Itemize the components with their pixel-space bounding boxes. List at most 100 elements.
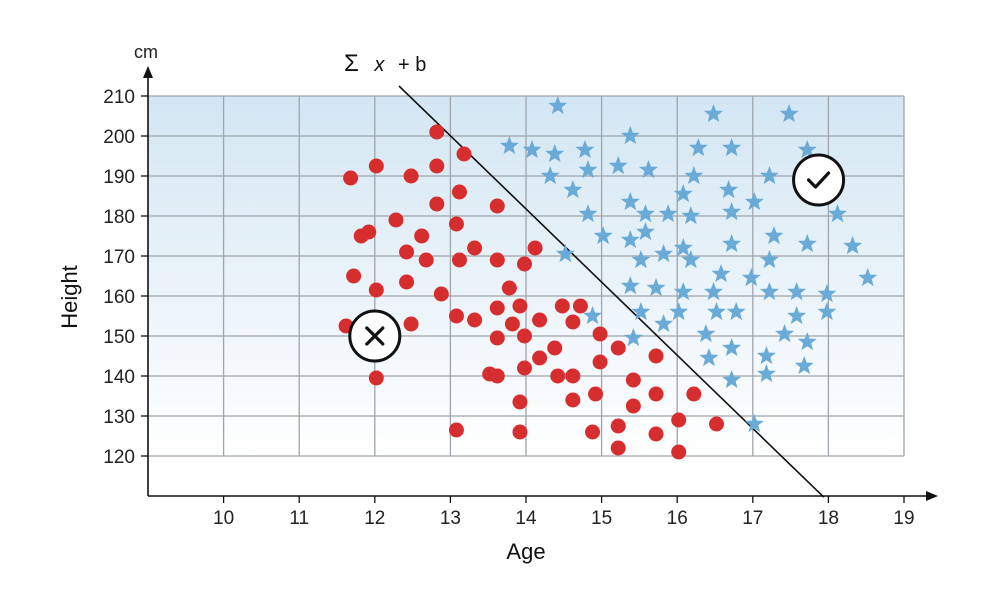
data-point-dot	[572, 298, 588, 314]
check-stroke	[806, 171, 831, 189]
data-point-dot	[399, 244, 415, 260]
data-point-dot	[585, 424, 601, 440]
data-point-star	[593, 226, 613, 245]
data-point-star	[696, 324, 716, 343]
data-point-dot	[516, 256, 532, 272]
data-point-dot	[448, 308, 464, 324]
y-axis-title: Height	[57, 265, 82, 329]
data-point-star	[726, 302, 746, 321]
data-point-star	[722, 234, 742, 253]
y-tick-label: 130	[103, 407, 135, 428]
y-tick-label: 200	[103, 127, 135, 148]
marker-circle	[792, 153, 846, 207]
data-point-dot	[532, 312, 548, 328]
data-point-star	[575, 140, 595, 159]
data-point-star	[681, 206, 701, 225]
data-point-star	[620, 230, 640, 249]
data-point-dot	[625, 398, 641, 414]
data-point-star	[756, 346, 776, 365]
data-point-star	[540, 166, 560, 185]
data-point-dot	[554, 298, 570, 314]
data-point-star	[548, 96, 568, 115]
formula-variable: x	[373, 54, 385, 76]
data-point-star	[797, 234, 817, 253]
data-point-star	[759, 282, 779, 301]
formula-bias: + b	[398, 54, 426, 76]
y-tick-label: 190	[103, 167, 135, 188]
x-tick-label: 10	[213, 508, 234, 529]
x-tick-label: 14	[515, 508, 537, 529]
data-point-dot	[489, 300, 505, 316]
data-point-dot	[414, 228, 430, 244]
data-point-star	[797, 332, 817, 351]
data-point-star	[608, 156, 628, 175]
data-point-dot	[625, 372, 641, 388]
data-point-dot	[403, 316, 419, 332]
data-point-dot	[648, 348, 664, 364]
data-point-star	[638, 160, 658, 179]
data-point-dot	[448, 422, 464, 438]
data-point-dot	[527, 240, 543, 256]
data-point-dot	[429, 124, 445, 140]
x-axis-title: Age	[506, 539, 545, 564]
data-point-star	[620, 276, 640, 295]
data-point-star	[764, 226, 784, 245]
x-tick-label: 11	[289, 508, 309, 529]
data-point-star	[703, 104, 723, 123]
data-point-star	[722, 370, 742, 389]
data-point-dot	[588, 386, 604, 402]
data-point-star	[858, 268, 878, 287]
data-point-dot	[429, 196, 445, 212]
data-point-star	[759, 166, 779, 185]
data-point-dot	[504, 316, 520, 332]
y-tick-label: 170	[103, 247, 135, 268]
data-point-dot	[648, 426, 664, 442]
x-tick-label: 12	[364, 508, 385, 529]
data-point-dot	[489, 330, 505, 346]
data-point-dot	[489, 368, 505, 384]
cross-stroke	[365, 326, 385, 346]
data-point-star	[673, 238, 693, 257]
data-point-star	[722, 338, 742, 357]
data-point-star	[741, 268, 761, 287]
data-point-star	[711, 264, 731, 283]
data-point-star	[583, 306, 603, 325]
x-axis-arrow	[926, 491, 938, 501]
data-point-star	[707, 302, 727, 321]
data-point-star	[756, 364, 776, 383]
data-point-star	[669, 302, 689, 321]
data-point-dot	[368, 158, 384, 174]
x-tick-label: 16	[667, 508, 688, 529]
data-point-dot	[512, 298, 528, 314]
data-point-star	[722, 202, 742, 221]
data-point-star	[545, 144, 565, 163]
data-point-star	[635, 222, 655, 241]
data-point-dot	[388, 212, 404, 228]
data-point-dot	[361, 224, 377, 240]
data-point-dot	[565, 368, 581, 384]
data-point-star	[843, 236, 863, 255]
data-point-dot	[648, 386, 664, 402]
data-point-star	[817, 284, 837, 303]
data-point-star	[654, 244, 674, 263]
data-point-star	[623, 328, 643, 347]
data-point-star	[817, 302, 837, 321]
data-point-star	[787, 282, 807, 301]
x-tick-label: 18	[818, 508, 839, 529]
data-point-dot	[467, 312, 483, 328]
data-point-star	[688, 138, 708, 157]
data-point-star	[673, 282, 693, 301]
data-point-dot	[610, 418, 626, 434]
data-point-star	[522, 140, 542, 159]
data-point-star	[779, 104, 799, 123]
data-point-dot	[418, 252, 434, 268]
data-point-dot	[592, 354, 608, 370]
data-point-dot	[489, 252, 505, 268]
y-axis-arrow	[143, 66, 153, 78]
data-point-dot	[550, 368, 566, 384]
data-point-dot	[448, 216, 464, 232]
data-point-star	[620, 192, 640, 211]
data-point-dot	[686, 386, 702, 402]
